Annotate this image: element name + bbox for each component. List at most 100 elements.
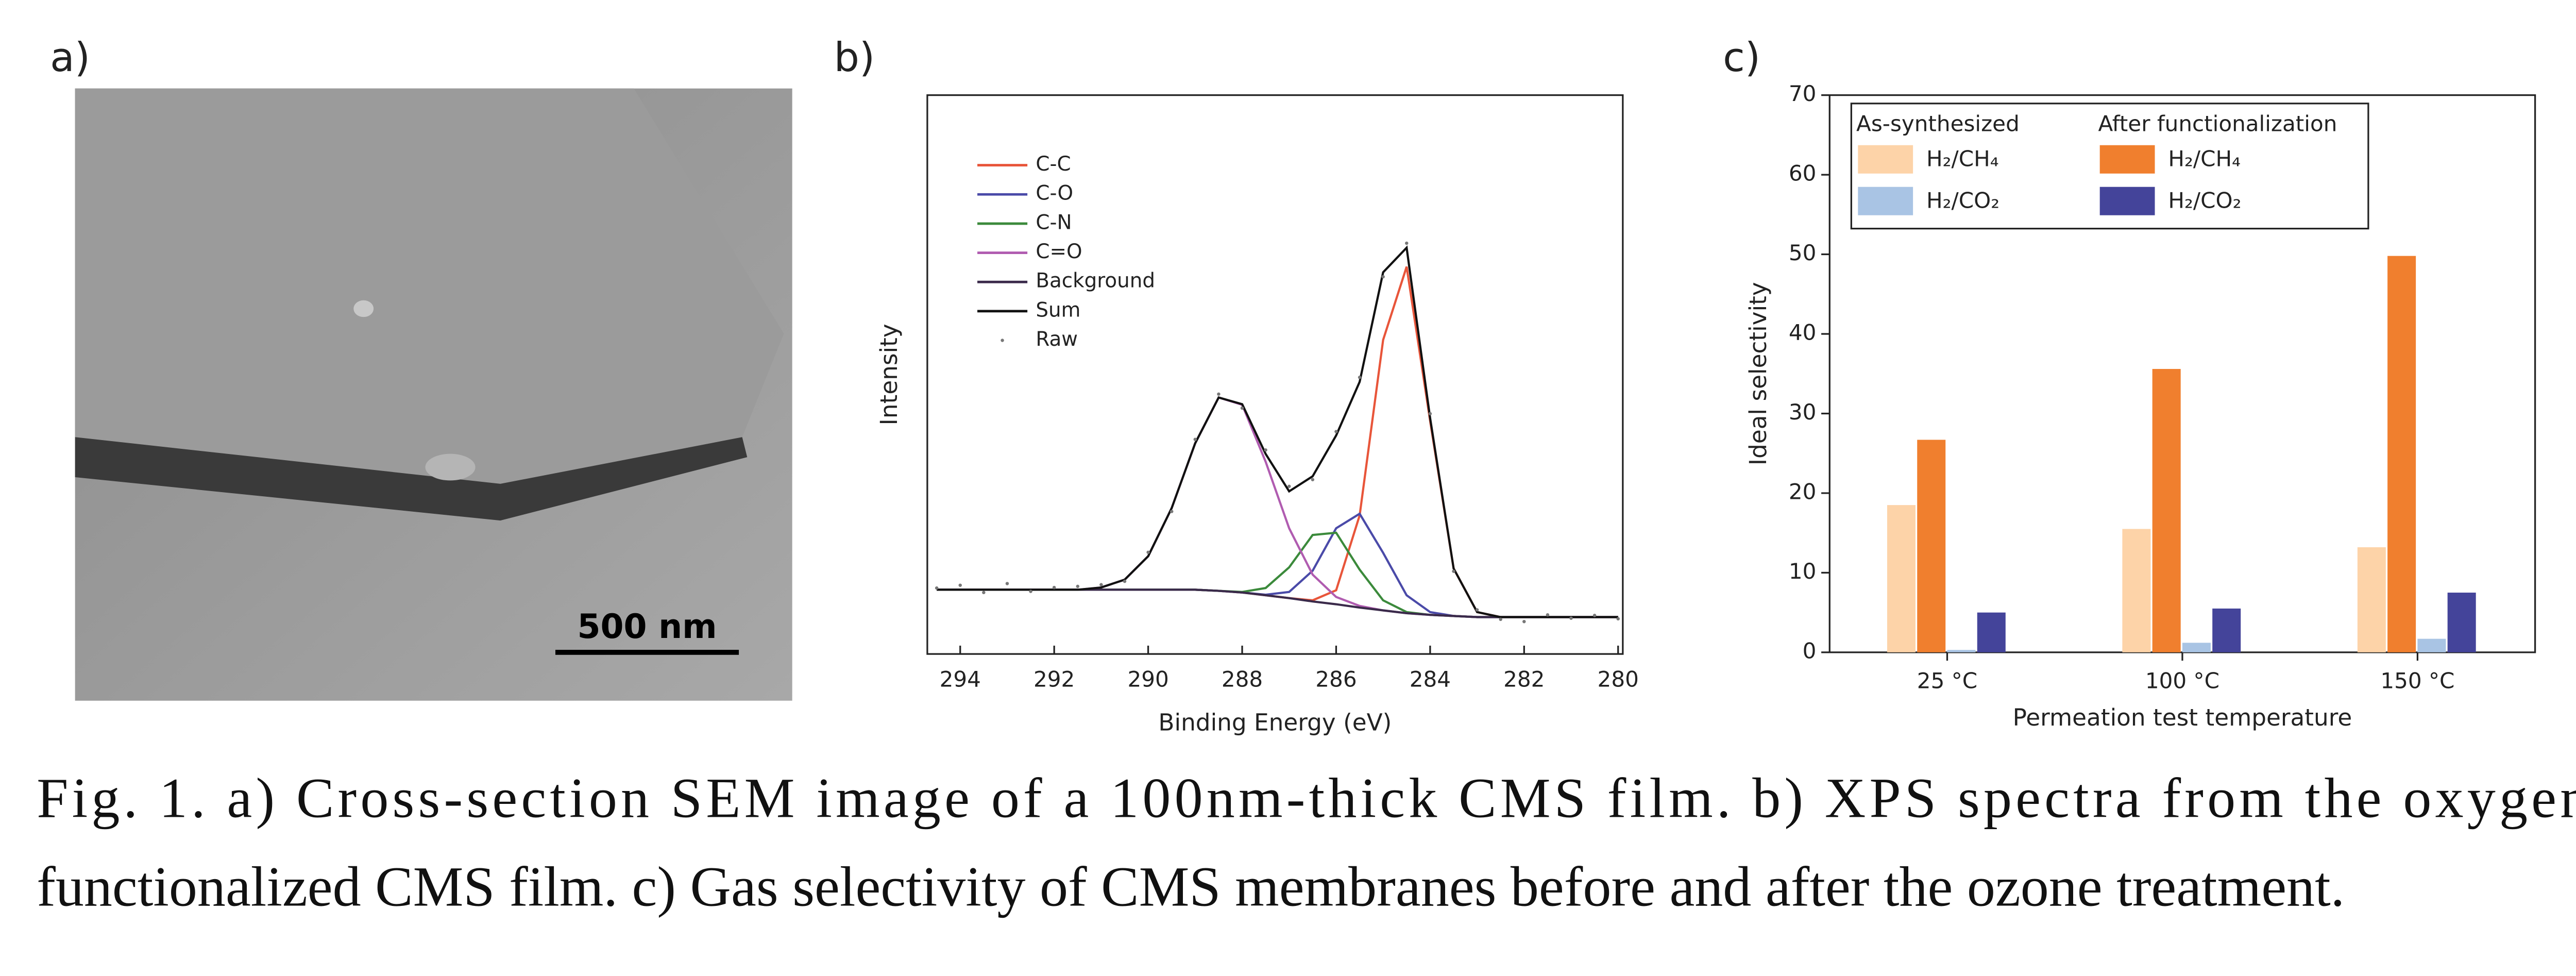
panel-label: c) — [1723, 35, 1760, 81]
legend-label: C-C — [1036, 153, 1071, 176]
legend-swatch — [1858, 145, 1913, 174]
plot-frame — [926, 94, 1624, 655]
spectrum-line — [937, 396, 1618, 618]
raw-point — [1146, 550, 1150, 554]
x-tick-label: 294 — [940, 666, 981, 692]
x-tick-label: 288 — [1222, 666, 1263, 692]
bar — [2122, 529, 2151, 652]
y-tick-label: 40 — [1789, 320, 1817, 345]
x-axis-label: Permeation test temperature — [2013, 704, 2352, 731]
panel-label: b) — [834, 35, 875, 81]
spectrum-line — [937, 245, 1618, 618]
y-tick-label: 20 — [1789, 479, 1817, 504]
legend-swatch — [2099, 187, 2155, 215]
y-axis-label: Intensity — [875, 324, 903, 425]
raw-point — [1076, 584, 1080, 588]
raw-point — [1592, 614, 1597, 617]
raw-point — [1405, 241, 1409, 245]
raw-point — [1217, 392, 1221, 396]
bar — [1917, 440, 1946, 652]
raw-point — [1452, 569, 1455, 573]
raw-point — [1616, 617, 1620, 621]
caption-line: Fig. 1. a) Cross-section SEM image of a … — [37, 767, 2576, 830]
sem-particle — [425, 453, 476, 481]
y-tick-label: 0 — [1803, 638, 1817, 663]
x-tick-label: 292 — [1033, 666, 1075, 692]
bar — [2447, 593, 2476, 652]
sem-flake — [75, 88, 784, 484]
bar — [1887, 505, 1916, 652]
raw-point — [1170, 510, 1174, 513]
legend-label: H₂/CH₄ — [2168, 146, 2241, 171]
raw-point — [1428, 412, 1432, 416]
legend-label: C=O — [1036, 240, 1082, 263]
legend-swatch — [2099, 145, 2155, 174]
x-tick-label: 286 — [1315, 666, 1357, 692]
bar — [1947, 650, 1976, 652]
bar — [2152, 368, 2181, 652]
raw-point — [1334, 430, 1338, 433]
raw-point — [1193, 437, 1197, 441]
sem-particle — [353, 300, 374, 317]
bar — [2387, 256, 2416, 652]
panel-label: a) — [50, 35, 90, 81]
legend-label: C-N — [1036, 211, 1072, 234]
raw-point — [1475, 608, 1479, 612]
legend-label: Sum — [1036, 298, 1080, 322]
bar — [1977, 612, 2006, 652]
x-tick-label: 25 °C — [1917, 668, 1977, 694]
x-tick-label: 290 — [1127, 666, 1168, 692]
raw-point — [1052, 585, 1056, 590]
y-tick-label: 60 — [1789, 161, 1817, 186]
sem-image: 500 nm — [75, 88, 792, 701]
spectrum-line — [937, 531, 1618, 618]
bar — [2417, 638, 2446, 652]
legend-label: H₂/CO₂ — [1926, 188, 1999, 213]
legend-label: C-O — [1036, 182, 1073, 205]
raw-point — [1029, 590, 1032, 593]
raw-point — [1264, 448, 1267, 452]
raw-point — [1311, 478, 1315, 481]
raw-point — [1099, 583, 1103, 586]
legend-label: H₂/CO₂ — [2168, 188, 2241, 213]
raw-point — [1569, 616, 1573, 620]
y-tick-label: 70 — [1789, 81, 1817, 106]
y-tick-label: 50 — [1789, 240, 1817, 265]
raw-point — [1381, 275, 1385, 279]
legend-group-title: After functionalization — [2098, 111, 2337, 136]
x-tick-label: 280 — [1598, 666, 1639, 692]
x-tick-label: 100 °C — [2145, 668, 2219, 694]
legend-label: Raw — [1036, 328, 1078, 351]
raw-point — [1123, 579, 1127, 583]
raw-point — [982, 591, 986, 595]
caption-line: functionalized CMS film. c) Gas selectiv… — [37, 855, 2345, 918]
legend-label: Background — [1036, 270, 1155, 293]
raw-point — [1358, 376, 1362, 379]
x-tick-label: 284 — [1410, 666, 1451, 692]
spectrum-line — [937, 512, 1618, 618]
raw-point — [1240, 406, 1244, 410]
bar — [2357, 547, 2386, 652]
legend-label: H₂/CH₄ — [1926, 146, 1999, 171]
raw-point — [1287, 484, 1291, 488]
y-tick-label: 10 — [1789, 559, 1817, 584]
bar — [2182, 643, 2211, 652]
x-axis-label: Binding Energy (eV) — [1158, 709, 1392, 736]
y-tick-label: 30 — [1789, 399, 1817, 425]
y-axis-label: Ideal selectivity — [1744, 282, 1772, 465]
raw-point — [1499, 617, 1502, 621]
raw-point — [958, 583, 962, 587]
bar — [2212, 608, 2241, 652]
legend-swatch — [1001, 339, 1004, 342]
legend-swatch — [1858, 187, 1913, 215]
x-tick-label: 150 °C — [2380, 668, 2454, 694]
raw-point — [1522, 619, 1526, 624]
raw-point — [1005, 582, 1009, 585]
sem-film — [75, 437, 748, 521]
x-tick-label: 282 — [1503, 666, 1545, 692]
raw-point — [935, 586, 939, 590]
raw-point — [1546, 613, 1550, 617]
legend-group-title: As-synthesized — [1856, 111, 2020, 136]
